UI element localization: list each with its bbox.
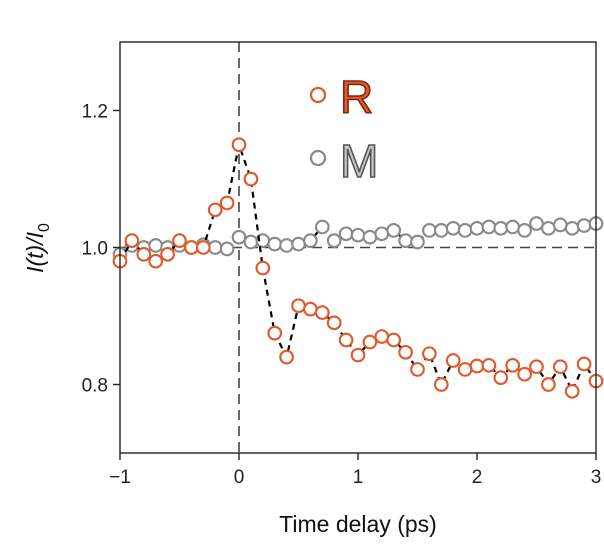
series-m-point: [457, 223, 473, 238]
legend-marker-r: [309, 86, 327, 104]
series-r-point: [338, 332, 354, 348]
y-tick-label: 1.2: [82, 102, 108, 123]
series-r-point: [552, 359, 568, 375]
series-r-point: [136, 247, 152, 262]
series-m-point: [422, 223, 437, 238]
series-m-point: [338, 226, 354, 242]
series-m-point: [291, 236, 306, 252]
x-tick-label: −1: [109, 467, 131, 488]
series-m-point: [350, 227, 366, 243]
series-m-point: [326, 233, 342, 248]
x-tick-label: 2: [472, 467, 483, 488]
x-tick-label: 3: [591, 467, 602, 488]
series-r-point: [517, 366, 532, 382]
series-m-point: [207, 240, 223, 255]
series-r-point: [481, 357, 497, 373]
legend-label-r: R: [340, 71, 373, 123]
series-m-point: [552, 217, 568, 233]
y-tick-label: 1.0: [82, 239, 108, 260]
series-r-point: [362, 334, 378, 350]
series-r-point: [576, 356, 592, 372]
x-tick-label: 0: [234, 467, 245, 488]
series-r-point: [255, 260, 271, 276]
series-r-point: [195, 240, 211, 255]
series-m-point: [529, 216, 544, 231]
series-m-point: [219, 241, 235, 257]
series-m-point: [469, 220, 485, 236]
series-m-point: [303, 233, 318, 248]
series-r-point: [124, 233, 140, 248]
series-r-point: [160, 247, 175, 262]
y-tick-label: 0.8: [82, 376, 108, 397]
series-r-point: [267, 325, 283, 341]
series-r-point: [374, 329, 390, 344]
y-axis-title-main: I(t)/I: [22, 231, 48, 272]
series-m-point: [267, 236, 283, 252]
legend-marker-m: [309, 149, 327, 167]
y-axis-title-subscript: 0: [36, 223, 53, 232]
series-m-point: [541, 220, 556, 236]
series-m-point: [564, 220, 580, 236]
series-m-point: [433, 223, 449, 238]
axis-ticks: −1 0 1 2 3 0.8 1.0 1.2: [82, 102, 602, 489]
series-r-point: [314, 305, 330, 320]
series-r-point: [433, 377, 449, 392]
series-r-point: [529, 359, 544, 375]
series-r-point: [243, 171, 259, 187]
series-m-point: [481, 219, 497, 235]
series-m-point: [398, 233, 413, 248]
series-m-point: [231, 229, 247, 245]
series-r-point: [505, 357, 521, 373]
series-r-point: [148, 253, 164, 269]
series-r-point: [445, 353, 461, 368]
x-tick-label: 1: [353, 467, 364, 488]
legend-label-m: M: [340, 135, 378, 187]
series-r-point: [219, 195, 235, 211]
series-r-point: [184, 240, 199, 255]
series-m-point: [410, 234, 425, 250]
series-r-point: [564, 384, 580, 399]
series-r-point: [410, 362, 425, 377]
series-m-point: [148, 238, 164, 253]
series-r-point: [207, 202, 223, 218]
series-m-point: [517, 223, 532, 238]
series-m-point: [386, 223, 402, 238]
series-r-point: [457, 362, 473, 377]
plot-marks: [112, 42, 604, 453]
series-r-point: [398, 344, 413, 360]
series-m-point: [493, 220, 509, 236]
series-r-point: [326, 315, 342, 331]
series-m-point: [243, 234, 259, 250]
series-r-point: [279, 349, 294, 365]
y-axis-title: I(t)/I0: [22, 223, 53, 273]
legend: R M: [309, 70, 379, 188]
series-r-point: [541, 377, 556, 392]
series-r-point: [231, 137, 247, 153]
series-r-point: [303, 301, 318, 317]
series-m-point: [314, 219, 330, 235]
series-m-point: [279, 238, 294, 253]
series-r-point: [469, 358, 485, 374]
series-m-point: [505, 219, 521, 235]
series-r-point: [493, 370, 509, 386]
series-m-point: [445, 220, 461, 236]
series-r-point: [291, 298, 306, 314]
x-axis-title: Time delay (ps): [279, 511, 437, 537]
series-r-point: [386, 332, 402, 348]
series-r-point: [172, 233, 187, 248]
series-r-point: [350, 347, 366, 363]
series-m-point: [374, 226, 390, 242]
series-m-point: [362, 229, 378, 245]
series-m-point: [576, 218, 592, 233]
series-r-point: [422, 346, 437, 362]
